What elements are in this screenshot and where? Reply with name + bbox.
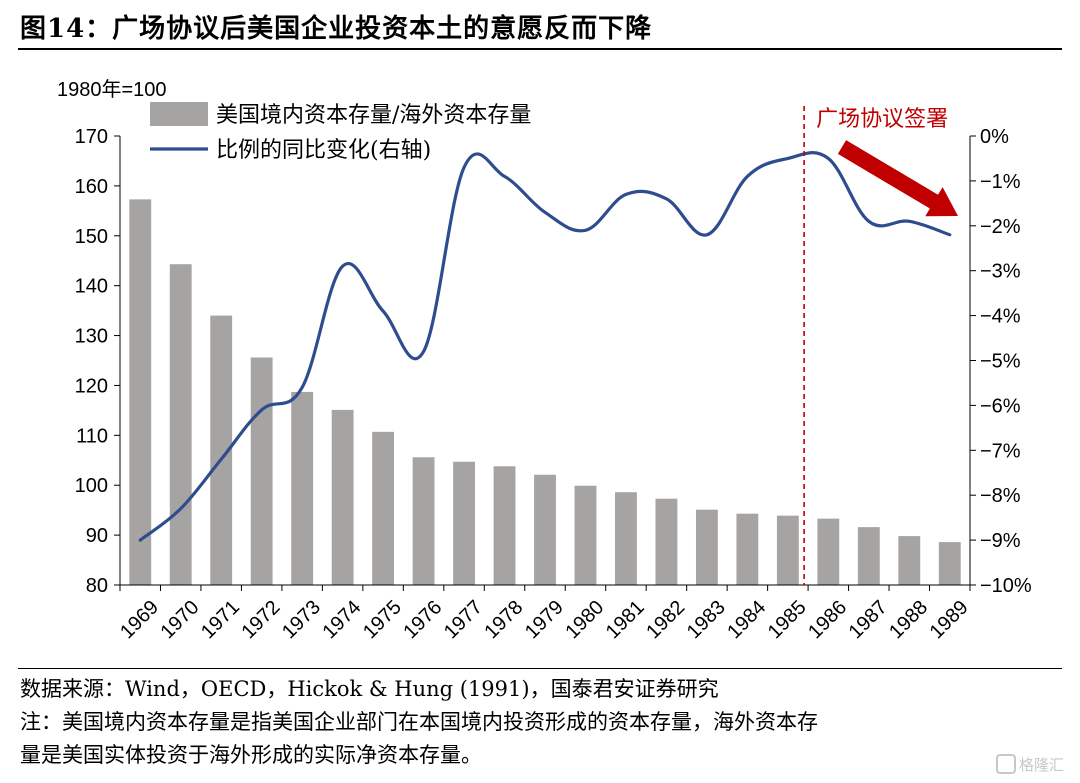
left-tick-label: 110 <box>76 425 108 447</box>
watermark-logo-icon <box>995 754 1016 774</box>
x-tick-label: 1972 <box>237 596 284 643</box>
x-tick-label: 1979 <box>521 596 568 643</box>
x-tick-label: 1988 <box>885 596 932 643</box>
bar-1969 <box>129 199 152 585</box>
left-tick-label: 80 <box>86 575 108 597</box>
bar-1978 <box>493 466 516 585</box>
right-tick-label: −5% <box>980 351 1021 373</box>
x-tick-label: 1975 <box>359 596 406 643</box>
bar-1987 <box>857 527 880 585</box>
footnote-line-2: 量是美国实体投资于海外形成的实际净资本存量。 <box>20 743 482 767</box>
bar-1985 <box>776 515 799 585</box>
left-tick-label: 140 <box>75 276 108 298</box>
legend-line-label: 比例的同比变化(右轴) <box>216 138 431 163</box>
x-tick-label: 1986 <box>804 596 851 643</box>
left-tick-label: 150 <box>75 226 108 248</box>
bar-1988 <box>898 536 921 585</box>
right-tick-label: −7% <box>980 440 1021 462</box>
x-tick-label: 1983 <box>683 596 730 643</box>
x-tick-label: 1970 <box>157 596 204 643</box>
bar-1976 <box>412 457 435 585</box>
x-tick-label: 1984 <box>723 596 770 643</box>
bar-1989 <box>938 542 961 585</box>
legend-bar-label: 美国境内资本存量/海外资本存量 <box>216 103 531 128</box>
watermark-text: 格隆汇 <box>1018 756 1064 774</box>
trend-arrow-icon <box>837 140 958 217</box>
right-tick-label: −6% <box>980 395 1021 417</box>
x-tick-label: 1985 <box>764 596 811 643</box>
right-tick-label: 0% <box>980 126 1009 148</box>
bar-1970 <box>169 264 192 585</box>
bar-1983 <box>695 509 718 585</box>
annotation-group: 广场协议签署 <box>803 106 958 585</box>
watermark: 格隆汇 <box>995 754 1064 775</box>
left-tick-label: 120 <box>75 375 108 397</box>
bar-1982 <box>655 498 678 585</box>
bar-series <box>129 199 961 585</box>
left-tick-label: 130 <box>75 326 108 348</box>
right-tick-label: −4% <box>980 306 1021 328</box>
left-tick-label: 90 <box>86 525 108 547</box>
x-tick-label: 1981 <box>602 596 649 643</box>
x-tick-label: 1969 <box>116 596 163 643</box>
left-tick-label: 170 <box>75 126 108 148</box>
right-tick-label: −8% <box>980 485 1021 507</box>
x-tick-label: 1976 <box>399 596 446 643</box>
left-axis-unit: 1980年=100 <box>57 78 167 101</box>
bar-1986 <box>817 518 840 585</box>
x-tick-label: 1982 <box>642 596 689 643</box>
x-tick-label: 1989 <box>926 596 973 643</box>
line-path <box>138 151 952 542</box>
title-rule <box>18 48 1062 50</box>
x-tick-label: 1977 <box>440 596 487 643</box>
right-tick-label: −1% <box>980 171 1021 193</box>
x-tick-label: 1987 <box>845 596 892 643</box>
x-tick-label: 1973 <box>278 596 325 643</box>
line-series <box>138 151 952 542</box>
left-tick-label: 100 <box>75 475 108 497</box>
annotation-label: 广场协议签署 <box>816 107 948 132</box>
bar-1980 <box>574 485 597 585</box>
page-title: 图14：广场协议后美国企业投资本土的意愿反而下降 <box>20 14 653 44</box>
legend-bar-swatch <box>150 102 208 126</box>
chart: 80 90 100 110 120 130 140 150 160 170 0% −1% −2% −3% −… <box>57 78 1032 643</box>
x-tick-label: 1974 <box>318 596 365 643</box>
bar-1977 <box>453 461 475 585</box>
right-tick-label: −10% <box>980 575 1032 597</box>
footnote-line-1: 注：美国境内资本存量是指美国企业部门在本国境内投资形成的资本存量，海外资本存 <box>20 710 818 734</box>
notes-rule <box>18 668 1062 669</box>
bar-1984 <box>736 513 759 585</box>
right-tick-label: −9% <box>980 530 1021 552</box>
bar-1979 <box>534 474 556 585</box>
x-tick-label: 1980 <box>561 596 608 643</box>
left-tick-label: 160 <box>75 176 108 198</box>
bar-1973 <box>291 391 314 585</box>
notes: 数据来源：Wind，OECD，Hickok & Hung (1991)，国泰君安… <box>20 673 1062 772</box>
right-tick-label: −3% <box>980 261 1021 283</box>
x-tick-label: 1971 <box>197 596 244 643</box>
source-note: 数据来源：Wind，OECD，Hickok & Hung (1991)，国泰君安… <box>20 677 719 701</box>
bar-1981 <box>615 492 637 585</box>
bar-1971 <box>210 315 233 585</box>
bar-1974 <box>331 409 354 585</box>
x-tick-label: 1978 <box>480 596 527 643</box>
bar-1972 <box>250 357 273 585</box>
right-tick-label: −2% <box>980 216 1021 238</box>
bar-1975 <box>372 431 395 585</box>
